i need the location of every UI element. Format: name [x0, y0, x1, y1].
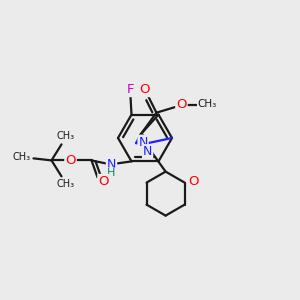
- Text: F: F: [127, 83, 134, 96]
- Text: H: H: [107, 168, 116, 178]
- Text: N: N: [138, 136, 148, 148]
- Text: O: O: [176, 98, 187, 111]
- Text: O: O: [65, 154, 76, 167]
- Text: CH₃: CH₃: [12, 152, 31, 162]
- Text: O: O: [188, 175, 199, 188]
- Text: CH₃: CH₃: [56, 131, 75, 141]
- Text: CH₃: CH₃: [198, 99, 217, 109]
- Text: O: O: [98, 175, 109, 188]
- Text: CH₃: CH₃: [56, 179, 75, 189]
- Text: N: N: [143, 145, 152, 158]
- Text: O: O: [139, 83, 150, 96]
- Text: N: N: [107, 158, 116, 171]
